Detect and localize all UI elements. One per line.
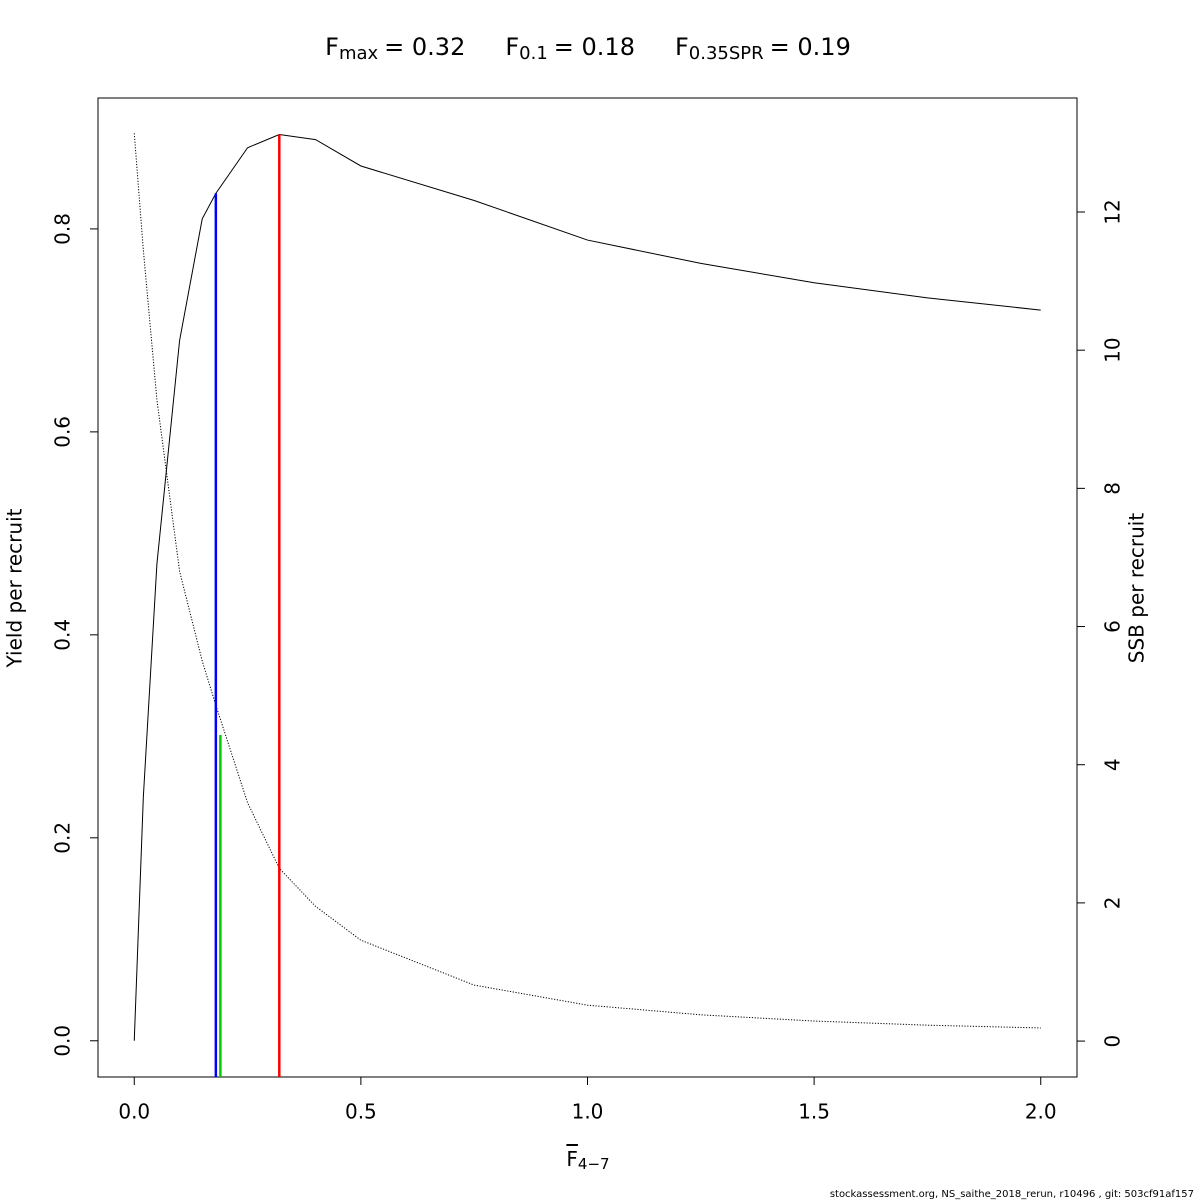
x-tick-label: 1.0 bbox=[572, 1100, 604, 1124]
data-line bbox=[133, 133, 1041, 1029]
x-tick-label: 0.5 bbox=[345, 1100, 377, 1124]
x-label-main: F bbox=[566, 1147, 578, 1171]
x-tick-label: 2.0 bbox=[1025, 1100, 1057, 1124]
title-value: = 0.32 bbox=[384, 33, 465, 61]
title-symbol: F bbox=[675, 33, 689, 61]
title-subscript: 0.1 bbox=[519, 43, 548, 64]
y2-tick-label: 4 bbox=[1101, 758, 1125, 771]
x-label-sub: 4−7 bbox=[578, 1155, 610, 1173]
title-subscript: 0.35SPR bbox=[689, 43, 764, 64]
title-symbol: F bbox=[505, 33, 519, 61]
y-tick-label: 0.6 bbox=[51, 416, 75, 448]
y2-axis-label: SSB per recruit bbox=[1125, 513, 1149, 664]
x-tick-label: 0.0 bbox=[118, 1100, 150, 1124]
title-symbol: F bbox=[325, 33, 339, 61]
title-value: = 0.19 bbox=[770, 33, 851, 61]
y2-tick-label: 12 bbox=[1101, 199, 1125, 224]
y2-tick-label: 0 bbox=[1101, 1035, 1125, 1048]
plot-frame bbox=[97, 97, 1078, 1078]
title-value: = 0.18 bbox=[554, 33, 635, 61]
x-axis-label: F4−7 bbox=[566, 1147, 609, 1173]
y-tick-label: 0.2 bbox=[51, 822, 75, 854]
chart-title: Fmax = 0.32 F0.1 = 0.18 F0.35SPR = 0.19 bbox=[325, 33, 851, 64]
y-tick-label: 0.8 bbox=[51, 213, 75, 245]
x-tick-label: 1.5 bbox=[798, 1100, 830, 1124]
y2-tick-label: 6 bbox=[1101, 620, 1125, 633]
footer: stockassessment.org, NS_saithe_2018_reru… bbox=[830, 1189, 1194, 1200]
data-line bbox=[133, 134, 1041, 1041]
y-tick-label: 0.0 bbox=[51, 1025, 75, 1057]
y-axis-label: Yield per recruit bbox=[3, 508, 27, 668]
y2-tick-label: 8 bbox=[1101, 482, 1125, 495]
title-subscript: max bbox=[339, 43, 379, 64]
y2-tick-label: 2 bbox=[1101, 897, 1125, 910]
y2-tick-label: 10 bbox=[1101, 337, 1125, 362]
y-tick-label: 0.4 bbox=[51, 619, 75, 651]
